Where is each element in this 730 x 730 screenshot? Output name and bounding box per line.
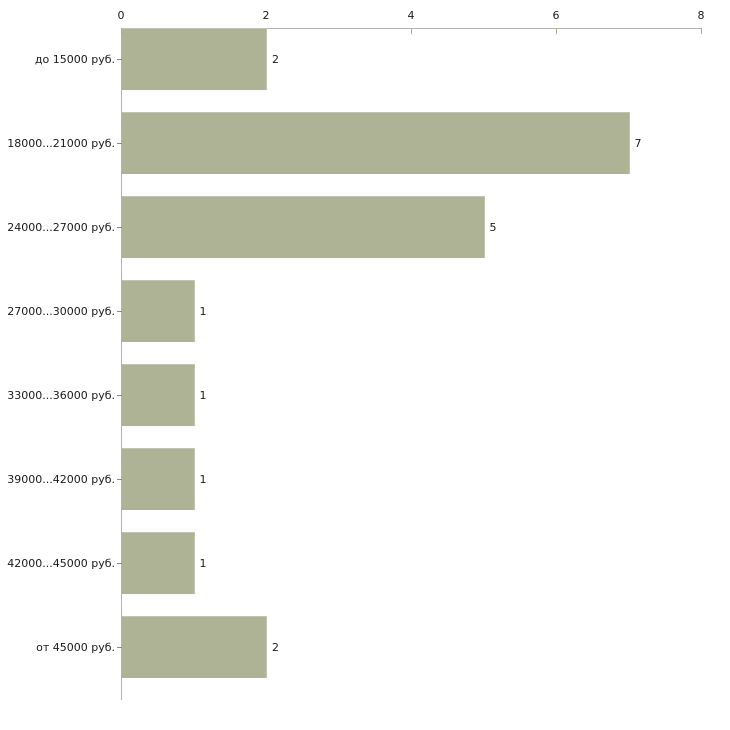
x-axis-tick (701, 28, 702, 34)
category-label: 42000...45000 руб. (7, 557, 115, 570)
bar[interactable] (122, 280, 195, 342)
category-label: до 15000 руб. (34, 53, 115, 66)
x-axis-tick (411, 28, 412, 34)
bar-value-label: 1 (199, 473, 207, 486)
category-label: от 45000 руб. (36, 641, 115, 654)
y-axis-line (121, 28, 122, 700)
bar[interactable] (122, 532, 195, 594)
y-axis-tick (117, 647, 122, 648)
category-label: 27000...30000 руб. (7, 305, 115, 318)
bar[interactable] (122, 616, 267, 678)
bar-value-label: 2 (272, 53, 279, 66)
category-label: 18000...21000 руб. (7, 137, 115, 150)
y-axis-tick (117, 143, 122, 144)
y-axis-tick (117, 395, 122, 396)
y-axis-tick (117, 311, 122, 312)
y-axis-tick (117, 59, 122, 60)
y-axis-tick (117, 563, 122, 564)
category-label: 24000...27000 руб. (7, 221, 115, 234)
x-axis-tick-label: 4 (407, 9, 415, 22)
y-axis-tick (117, 227, 122, 228)
x-axis-tick (121, 28, 122, 34)
bar-value-label: 1 (199, 305, 207, 318)
x-axis-tick-label: 2 (262, 9, 270, 22)
x-axis-tick-label: 0 (117, 9, 125, 22)
bar[interactable] (122, 448, 195, 510)
bar-value-label: 1 (199, 389, 207, 402)
bar-value-label: 1 (199, 557, 207, 570)
bar[interactable] (122, 364, 195, 426)
category-label: 33000...36000 руб. (7, 389, 115, 402)
bar-value-label: 7 (634, 137, 642, 150)
x-axis-tick-label: 6 (552, 9, 560, 22)
bar-value-label: 2 (272, 641, 279, 654)
category-label: 39000...42000 руб. (7, 473, 115, 486)
bar[interactable] (122, 196, 485, 258)
bar-value-label: 5 (489, 221, 497, 234)
bar[interactable] (122, 28, 267, 90)
y-axis-tick (117, 479, 122, 480)
x-axis-tick (556, 28, 557, 34)
x-axis-tick-label: 8 (697, 9, 705, 22)
bar[interactable] (122, 112, 630, 174)
